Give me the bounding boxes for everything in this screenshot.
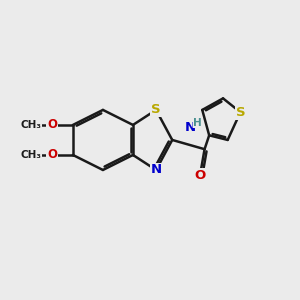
Text: O: O xyxy=(47,148,57,161)
Text: O: O xyxy=(194,169,206,182)
Text: S: S xyxy=(151,103,161,116)
Text: N: N xyxy=(151,164,162,176)
Text: N: N xyxy=(185,122,196,134)
Text: CH₃: CH₃ xyxy=(21,120,42,130)
Text: O: O xyxy=(47,118,57,131)
Text: H: H xyxy=(193,118,202,128)
Text: CH₃: CH₃ xyxy=(21,150,42,160)
Text: S: S xyxy=(236,106,245,119)
